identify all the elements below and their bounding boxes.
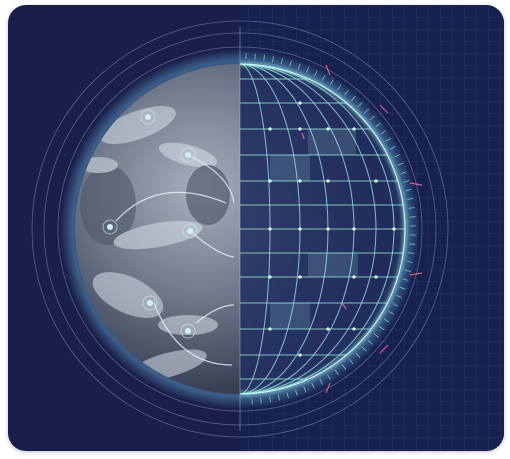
tick-mark <box>388 311 395 315</box>
tick-mark <box>408 252 415 254</box>
tick-mark <box>405 189 412 192</box>
tick-mark <box>319 378 323 385</box>
tick-mark <box>392 303 399 307</box>
tick-mark <box>272 56 274 63</box>
tick-mark <box>322 74 326 81</box>
tick-mark <box>400 171 407 175</box>
tick-mark <box>380 130 387 135</box>
tick-mark <box>344 90 349 96</box>
tick-mark <box>369 115 376 121</box>
tick-mark <box>334 369 339 376</box>
tick-mark <box>403 180 410 183</box>
tick-mark <box>383 318 390 323</box>
tick-mark <box>362 346 367 352</box>
tick-mark <box>348 358 354 365</box>
tick-mark <box>329 79 334 86</box>
tick-mark <box>385 138 392 142</box>
tick-mark <box>297 63 301 70</box>
tick-mark <box>337 84 342 90</box>
tick-mark <box>306 66 310 73</box>
tick-mark <box>254 53 256 60</box>
accent-ticks <box>301 64 423 394</box>
wireframe-half <box>240 62 423 396</box>
earth-nodes <box>102 109 198 339</box>
illustration-card <box>8 5 504 451</box>
tick-mark <box>364 108 369 114</box>
tick-mark <box>263 54 265 61</box>
tick-mark <box>402 278 409 281</box>
tick-mark <box>341 364 347 370</box>
tick-mark <box>269 396 271 403</box>
globe-illustration <box>31 5 504 451</box>
tick-mark <box>351 95 356 101</box>
tick-mark <box>327 374 331 381</box>
tick-mark <box>368 340 374 345</box>
tick-mark <box>399 286 406 290</box>
tick-mark <box>406 261 413 263</box>
tick-mark <box>260 397 262 404</box>
tick-mark <box>303 386 307 393</box>
tick-mark <box>397 162 404 166</box>
tick-mark <box>396 295 403 299</box>
tick-mark <box>407 198 414 200</box>
tick-mark <box>280 58 283 65</box>
tick-mark <box>357 102 363 107</box>
tick-mark <box>314 70 318 77</box>
tick-mark <box>311 382 315 389</box>
tick-mark <box>277 394 280 401</box>
tick-mark <box>289 60 292 67</box>
tick-mark <box>408 207 415 209</box>
tick-mark <box>379 326 385 331</box>
tick-mark <box>294 389 298 396</box>
tick-mark <box>355 353 361 358</box>
tick-mark <box>373 333 379 338</box>
tick-mark <box>393 154 400 158</box>
tick-mark <box>404 269 411 272</box>
tick-mark <box>389 146 396 150</box>
tick-mark <box>286 392 289 399</box>
tick-mark <box>409 243 416 245</box>
tick-ring <box>245 53 417 405</box>
earth-half <box>75 64 240 394</box>
tick-mark <box>375 122 381 128</box>
grid-nodes <box>268 101 396 357</box>
